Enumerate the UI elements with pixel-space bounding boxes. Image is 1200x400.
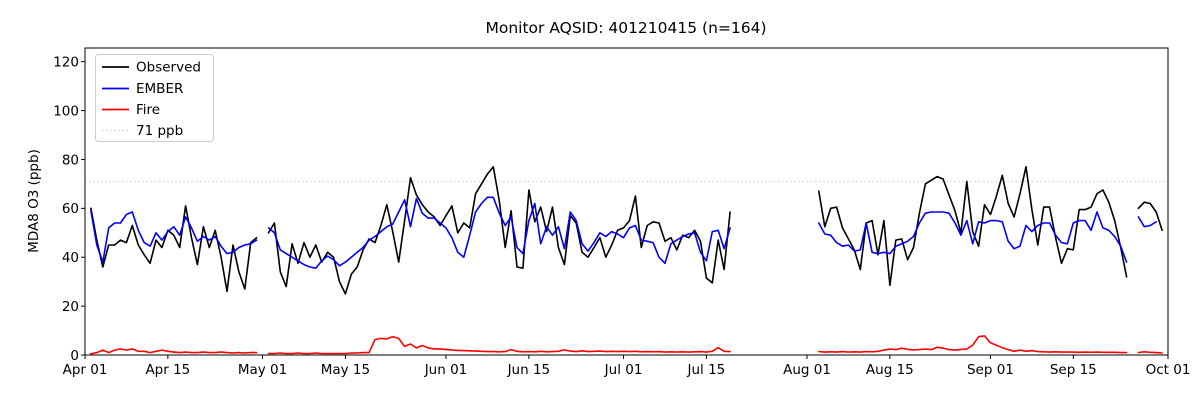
y-tick-label: 60	[62, 201, 79, 217]
ember-line	[90, 196, 1157, 269]
x-tick-label: Aug 15	[866, 362, 914, 378]
x-tick-label: Jul 01	[604, 362, 643, 378]
x-tick-label: Aug 01	[783, 362, 831, 378]
legend-item-threshold: 71 ppb	[102, 123, 183, 139]
plot-border	[84, 47, 1169, 356]
legend-item-observed: Observed	[102, 60, 201, 76]
legend-box	[95, 54, 214, 142]
y-tick-label: 40	[62, 250, 79, 266]
observed-line	[90, 166, 1163, 295]
x-tick-label: Apr 01	[63, 362, 108, 378]
legend-label-fire: Fire	[136, 102, 160, 118]
legend: Observed EMBER Fire 71 ppb	[95, 54, 214, 142]
y-tick-label: 100	[53, 103, 79, 119]
y-tick-label: 80	[62, 152, 79, 168]
y-tick-label: 0	[70, 348, 79, 364]
x-tick-label: Apr 15	[145, 362, 190, 378]
x-tick-label: Sep 01	[967, 362, 1014, 378]
legend-label-observed: Observed	[136, 60, 201, 76]
legend-label-ember: EMBER	[136, 81, 183, 97]
x-tick-label: Jun 01	[424, 362, 468, 378]
legend-item-ember: EMBER	[102, 81, 183, 97]
fire-line	[90, 335, 1163, 355]
chart-title: Monitor AQSID: 401210415 (n=164)	[485, 19, 766, 37]
x-tick-label: May 15	[321, 362, 370, 378]
x-tick-label: May 01	[238, 362, 287, 378]
y-axis-label: MDA8 O3 (ppb)	[26, 149, 42, 253]
x-tick-label: Jun 15	[507, 362, 551, 378]
y-tick-label: 120	[53, 54, 79, 70]
x-tick-label: Oct 01	[1146, 362, 1191, 378]
legend-item-fire: Fire	[102, 102, 160, 118]
axes-layer: Apr 01 Apr 15 May 01 May 15 Jun 01 Jun 15 Jul …	[53, 54, 1190, 378]
x-tick-label: Sep 15	[1050, 362, 1097, 378]
y-tick-label: 20	[62, 299, 79, 315]
series-layer	[90, 166, 1163, 355]
legend-label-threshold: 71 ppb	[136, 123, 183, 139]
x-tick-label: Jul 15	[687, 362, 726, 378]
